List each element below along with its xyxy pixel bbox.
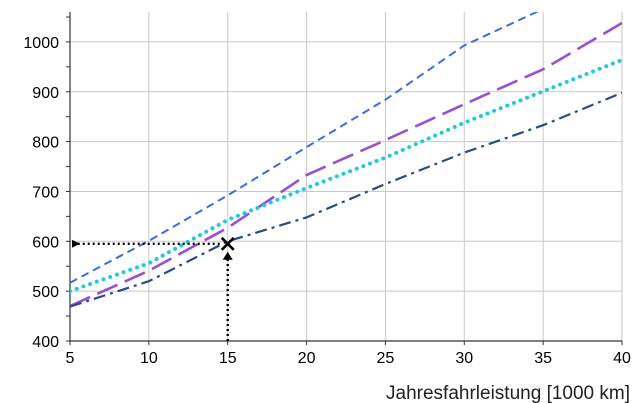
reading-arrowhead-up [222,251,233,260]
y-tick-label: 500 [32,284,59,301]
y-tick-label: 400 [32,334,59,351]
x-tick-label: 40 [613,350,631,367]
x-marker [220,236,235,251]
x-tick-label: 30 [455,350,473,367]
tick-labels: 5 10 15 20 25 30 35 40 400 500 600 700 800 900 1000 [23,35,631,367]
series-line-2 [70,21,622,308]
annotation [72,236,235,341]
y-tick-label: 700 [32,184,59,201]
x-axis-title: Jahresfahrleistung [1000 km] [386,383,630,403]
x-tick-label: 25 [377,350,395,367]
axes [66,12,623,345]
y-tick-label: 1000 [23,35,59,52]
y-tick-label: 900 [32,85,59,102]
x-tick-label: 35 [534,350,552,367]
grid-lines [70,12,623,341]
y-tick-label: 600 [32,234,59,251]
series-lines [70,12,622,308]
series-line-3 [70,57,622,294]
y-tick-label: 800 [32,135,59,152]
x-tick-label: 15 [219,350,237,367]
x-tick-label: 5 [66,350,75,367]
series-line-4 [70,91,622,308]
x-tick-label: 20 [298,350,316,367]
x-tick-label: 10 [140,350,158,367]
series-line-1 [70,12,539,284]
